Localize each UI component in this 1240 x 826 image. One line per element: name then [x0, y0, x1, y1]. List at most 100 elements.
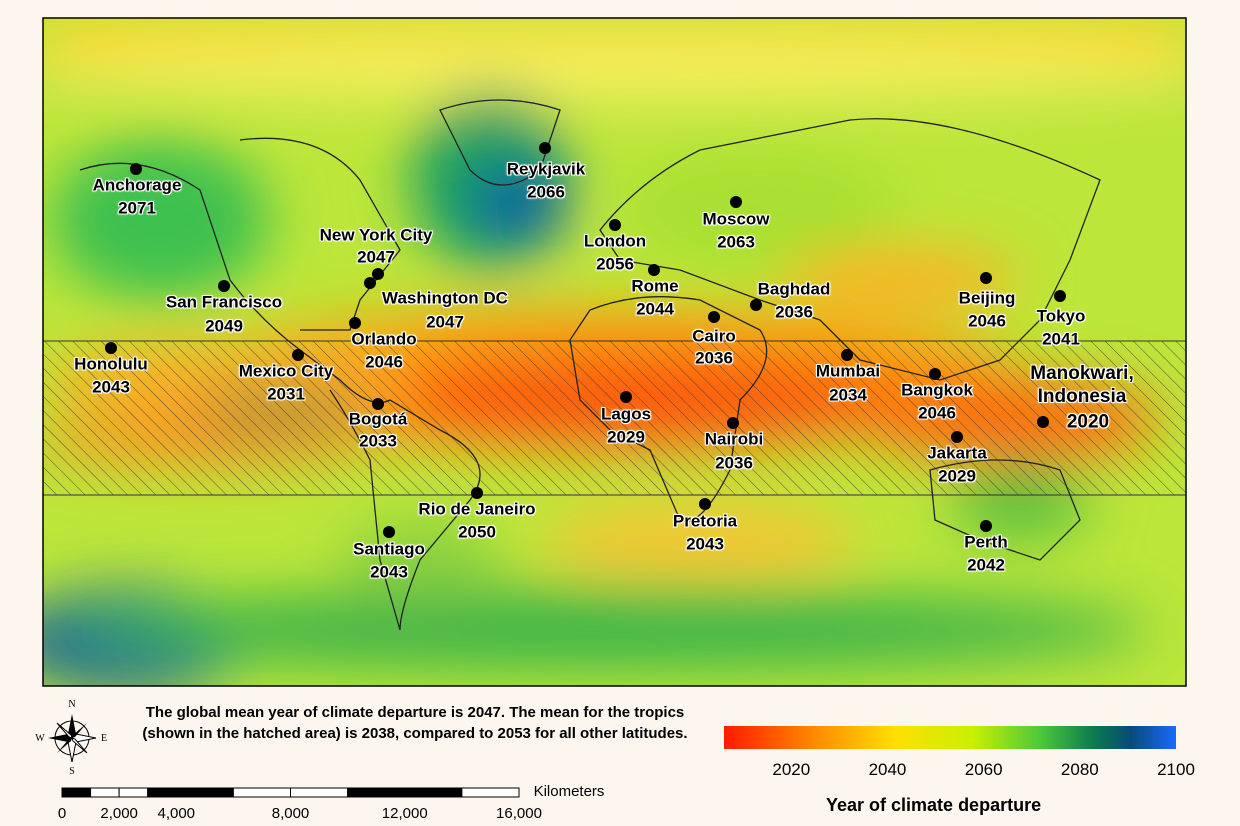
scale-segment — [461, 787, 520, 798]
city-year: 2042 — [967, 555, 1005, 575]
scale-unit: Kilometers — [533, 783, 605, 800]
city-name: Washington DC — [382, 288, 508, 308]
city-year: 2071 — [118, 198, 156, 218]
city-name: Baghdad — [757, 279, 831, 299]
city-dot — [1037, 416, 1049, 428]
scale-tick-label: 2,000 — [100, 805, 138, 822]
climate-raster — [43, 18, 1186, 686]
city-name: Rome — [631, 276, 679, 296]
city-dot — [218, 280, 230, 292]
city-dot — [699, 498, 711, 510]
city-name: Mumbai — [815, 361, 881, 381]
city-name: Perth — [964, 532, 1008, 552]
scale-tick-label: 4,000 — [157, 805, 196, 822]
scale-segment — [147, 787, 177, 798]
city-name: London — [583, 231, 647, 251]
city-year: 2043 — [686, 534, 724, 554]
city-year: 2033 — [359, 431, 397, 451]
city-year: 2036 — [715, 453, 753, 473]
city-dot — [471, 487, 483, 499]
scale-segment — [347, 787, 406, 798]
colorbar-tick-label: 2060 — [964, 760, 1003, 779]
city-name: Anchorage — [92, 175, 182, 195]
city-dot — [620, 391, 632, 403]
scale-segment — [232, 787, 291, 798]
city-name: Mexico City — [238, 361, 334, 381]
city-year: 2029 — [607, 427, 645, 447]
scale-bar — [61, 787, 520, 798]
city-name: New York City — [319, 225, 433, 245]
city-year: 2031 — [267, 384, 305, 404]
city-dot — [980, 272, 992, 284]
city-dot — [364, 277, 376, 289]
colorbar — [724, 726, 1176, 749]
compass-e: E — [101, 733, 107, 744]
compass-rose — [48, 714, 97, 763]
city-dot — [372, 398, 384, 410]
city-dot — [708, 311, 720, 323]
city-year: 2046 — [918, 403, 956, 423]
city-name: Lagos — [600, 404, 652, 424]
city-year: 2049 — [205, 316, 243, 336]
city-year: 2036 — [695, 348, 733, 368]
city-dot — [841, 349, 853, 361]
city-name: Reykjavik — [506, 159, 586, 179]
compass-n: N — [68, 699, 75, 710]
colorbar-tick-label: 2100 — [1157, 760, 1195, 779]
city-year: 2047 — [357, 247, 395, 267]
city-name: Rio de Janeiro — [418, 499, 536, 519]
scale-segment — [290, 787, 349, 798]
city-dot — [292, 349, 304, 361]
scale-segment — [118, 787, 149, 798]
city-year: 2046 — [968, 311, 1006, 331]
scale-segment — [61, 787, 92, 798]
city-year: 2046 — [365, 352, 403, 372]
city-dot — [730, 196, 742, 208]
city-name: Jakarta — [927, 443, 987, 463]
scale-segment — [90, 787, 120, 798]
city-dot — [750, 299, 762, 311]
city-year: 2063 — [717, 232, 755, 252]
city-year: 2056 — [596, 254, 634, 274]
city-dot — [372, 268, 384, 280]
city-dot — [609, 219, 621, 231]
city-year: 2066 — [527, 182, 565, 202]
city-name: Orlando — [351, 329, 417, 349]
scale-segment — [404, 787, 463, 798]
city-name: Manokwari, Indonesia — [1030, 363, 1134, 407]
city-year: 2020 — [1066, 411, 1110, 433]
compass-w: W — [35, 733, 45, 744]
city-name: Moscow — [702, 209, 770, 229]
scale-tick-label: 16,000 — [496, 805, 542, 822]
colorbar-tick-label: 2040 — [868, 760, 907, 779]
city-year: 2036 — [775, 302, 813, 322]
city-year: 2034 — [829, 385, 867, 405]
city-year: 2043 — [92, 377, 130, 397]
scale-tick-label: 0 — [57, 805, 67, 822]
city-dot — [539, 142, 551, 154]
compass-s: S — [69, 766, 75, 777]
city-dot — [383, 526, 395, 538]
city-year: 2047 — [426, 312, 464, 332]
city-dot — [929, 368, 941, 380]
city-name: San Francisco — [165, 292, 283, 312]
city-dot — [727, 417, 739, 429]
scale-segment — [175, 787, 234, 798]
city-dot — [1054, 290, 1066, 302]
city-year: 2041 — [1042, 329, 1080, 349]
city-name: Pretoria — [672, 511, 738, 531]
legend-title: Year of climate departure — [826, 795, 1042, 815]
city-name: Tokyo — [1036, 306, 1086, 326]
city-name: Santiago — [353, 539, 425, 559]
city-dot — [130, 163, 142, 175]
city-dot — [349, 317, 361, 329]
scale-tick-label: 8,000 — [271, 805, 310, 822]
city-name: Nairobi — [704, 429, 764, 449]
city-year: 2050 — [458, 522, 496, 542]
colorbar-tick-label: 2020 — [772, 760, 811, 779]
city-name: Honolulu — [74, 354, 148, 374]
scale-tick-label: 12,000 — [381, 805, 428, 822]
city-name: Bogotá — [348, 409, 408, 429]
